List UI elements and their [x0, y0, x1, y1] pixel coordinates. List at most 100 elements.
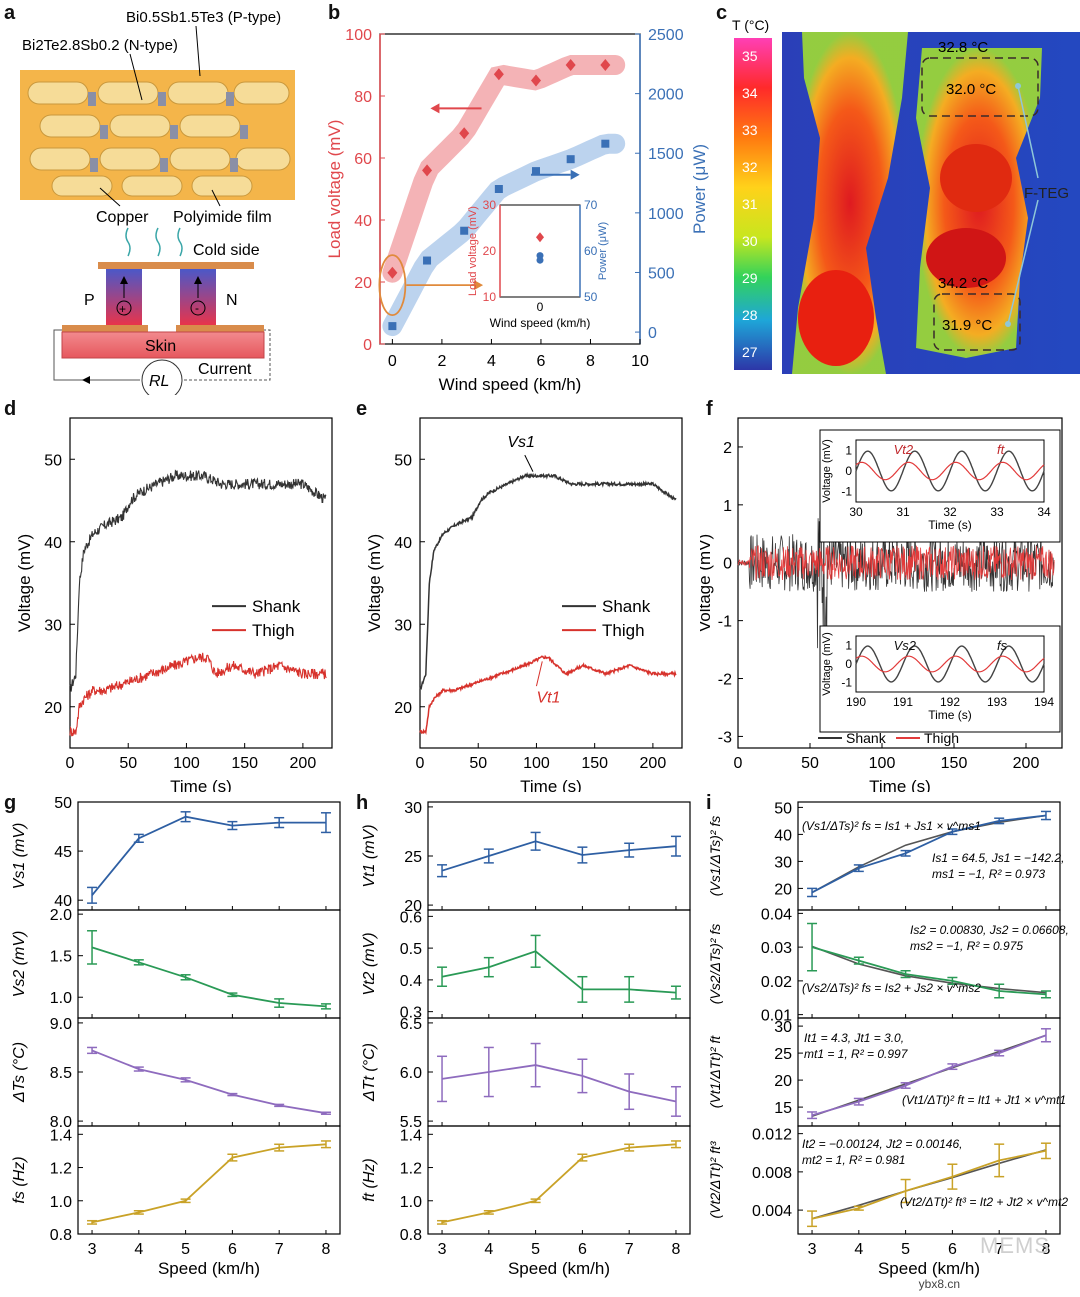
y-tick-label: 8.0: [50, 1114, 72, 1131]
inset-y2-tick: 50: [584, 290, 598, 304]
x-tick-label: 150: [941, 755, 968, 772]
panel-a-schematic: Bi0.5Sb1.5Te3 (P-type) Bi2Te2.8Sb0.2 (N-…: [20, 9, 295, 395]
label-h: h: [356, 792, 369, 814]
subplot-y-label: Vs2 (mV): [11, 931, 28, 998]
inset-y-label: Voltage (mV): [821, 632, 833, 696]
series-line-thigh: [69, 652, 327, 737]
x-tick-label: 5: [901, 1241, 910, 1258]
y-tick-label: 80: [354, 89, 372, 106]
y-tick-label: 0.02: [761, 974, 792, 991]
inset-x-tick: 192: [940, 695, 960, 709]
y-tick-label: 0.8: [50, 1227, 72, 1244]
label-e: e: [356, 398, 368, 420]
series-line: [91, 815, 326, 896]
fit-annotation-eq3: (Vt1/ΔTt)² ft = It1 + Jt1 × v^mt1: [902, 1093, 1066, 1107]
series-line: [811, 1149, 1047, 1220]
legend-label: Thigh: [924, 730, 959, 746]
inset-x-tick: 30: [849, 505, 863, 519]
y-tick-label: -2: [718, 672, 732, 689]
x-tick-label: 200: [1013, 755, 1040, 772]
voltage-point: [531, 74, 541, 87]
inset-y-label: Voltage (mV): [821, 439, 833, 503]
label-c: c: [716, 2, 728, 24]
inset-x-label: Time (s): [928, 518, 972, 532]
subplot-y-label: Vt2 (mV): [361, 932, 378, 995]
y2-axis-label: Power (μW): [690, 144, 709, 234]
y-tick-label: 1.0: [50, 1194, 72, 1211]
inset-y-tick: 0: [845, 657, 852, 671]
plot-frame: [427, 1125, 691, 1235]
inset-x-tick: 190: [846, 695, 866, 709]
subplot-y-label: (Vt2/ΔTt)² ft³: [707, 1141, 723, 1218]
series-line: [91, 1049, 327, 1115]
y-tick-label: 40: [354, 213, 372, 230]
y-tick-label: 40: [774, 827, 792, 844]
legend-label: Shank: [846, 730, 887, 746]
fit-annotation-fit2: Is2 = 0.00830, Js2 = 0.06608,: [910, 923, 1069, 937]
plot-frame: [797, 1125, 1061, 1235]
subplot-y-label: ΔTs (°C): [11, 1042, 28, 1103]
color-scale-bar: [734, 38, 772, 370]
x-axis-label: Speed (km/h): [158, 1259, 260, 1278]
inset-x-tick: 194: [1034, 695, 1054, 709]
y-tick-label: 2.0: [50, 907, 72, 924]
inset-thigh-line: [855, 461, 1045, 481]
cold-side-label: Cold side: [193, 242, 260, 259]
series-line: [811, 814, 1047, 894]
subplot-y-label: (Vt1/ΔTt)² ft: [707, 1035, 723, 1109]
panel-e-chart: 0 50 100 150 200 20 30 40 50 Time (s) Voltage (mV)…: [365, 417, 683, 792]
y-tick-label: 50: [44, 452, 62, 469]
scale-tick-label: 31: [742, 196, 758, 212]
series-line: [441, 1064, 677, 1103]
label-i: i: [706, 792, 712, 814]
x-tick-label: 100: [173, 755, 200, 772]
inset-x-tick: 191: [893, 695, 913, 709]
y-tick-label: 15: [774, 1100, 792, 1117]
upper-region-box: [921, 57, 1039, 117]
x-tick-label: 150: [231, 755, 258, 772]
y-tick-label: 25: [404, 849, 422, 866]
y-tick-label: 1.4: [400, 1127, 422, 1144]
panel-h-chart: 20 25 30 Vt1 (mV) 0.3 0.4 0.5 0.6 Vt2 (mV) 5.5 6.0…: [361, 800, 691, 1278]
inset-y2-tick: 70: [584, 198, 598, 212]
subplot-y-label: (Vs2/ΔTs)² fs: [707, 924, 723, 1004]
inset-amplitude-label: Vt2: [894, 442, 914, 457]
plot-frame: [419, 417, 683, 749]
inset-x-tick: 193: [987, 695, 1007, 709]
x-tick-label: 200: [640, 755, 667, 772]
y-axis-label: Voltage (mV): [700, 534, 714, 632]
y-tick-label: 25: [774, 1046, 792, 1063]
x-tick-label: 7: [995, 1241, 1004, 1258]
copper-label: Copper: [96, 209, 149, 226]
label-g: g: [4, 792, 17, 814]
svg-text:+: +: [119, 302, 126, 316]
inset-frame: [819, 429, 1061, 543]
scale-title: T (°C): [732, 18, 769, 33]
y-tick-label: 0.04: [761, 906, 792, 923]
fit-annotation-eq2: (Vs2/ΔTs)² fs = Is2 + Js2 × v^ms2: [802, 981, 981, 995]
y-tick-label: 1.5: [50, 949, 72, 966]
x-axis-label: Time (s): [869, 777, 931, 792]
right-arrow-icon: [570, 169, 580, 180]
y-tick-label: 0: [723, 556, 732, 573]
inset-y2-label: Power (μW): [597, 222, 609, 280]
x-tick-label: 100: [869, 755, 896, 772]
y2-tick-label: 1500: [648, 146, 684, 163]
inset-amplitude-label: Vs2: [894, 638, 917, 653]
n-material-label: Bi2Te2.8Sb0.2 (N-type): [22, 37, 178, 54]
x-tick-label: 0: [416, 755, 425, 772]
fit-curve: [811, 814, 1047, 894]
x-tick-label: 10: [631, 353, 649, 370]
y2-tick-label: 1000: [648, 206, 684, 223]
x-tick-label: 200: [290, 755, 317, 772]
inset-x-label: Wind speed (km/h): [490, 316, 591, 330]
y-tick-label: 40: [54, 893, 72, 910]
inset-thigh-line: [855, 655, 1045, 673]
series-line: [91, 1143, 327, 1224]
y-tick-label: 6.5: [400, 1016, 422, 1033]
plot-frame: [427, 1017, 691, 1127]
inset-voltage-point: [536, 232, 544, 243]
watermark-text: MEMS: [980, 1233, 1050, 1258]
y-tick-label: 6.0: [400, 1065, 422, 1082]
